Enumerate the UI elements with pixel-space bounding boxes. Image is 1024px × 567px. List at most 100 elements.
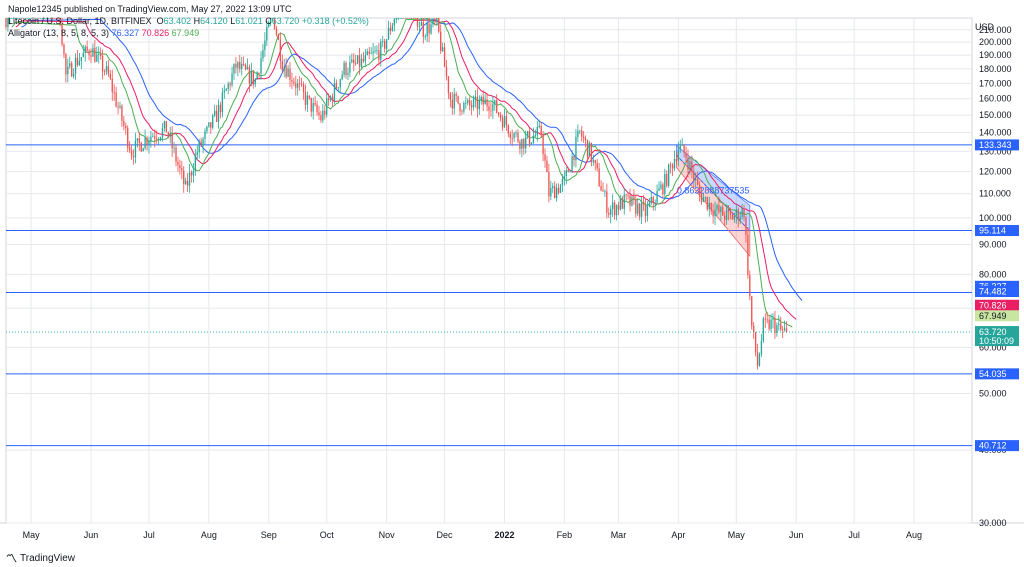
y-tick-label[interactable]: 170.000 (979, 78, 1012, 88)
candle-body (511, 137, 513, 139)
candle-body (662, 184, 664, 195)
x-tick-label[interactable]: Nov (379, 530, 396, 540)
y-tick-label[interactable]: 60.000 (979, 342, 1007, 352)
candle-body (45, 18, 48, 19)
candle-body (754, 332, 757, 353)
y-tick-label[interactable]: 200.000 (979, 37, 1012, 47)
candle-body (714, 209, 716, 217)
x-tick-label[interactable]: Jul (848, 530, 860, 540)
x-tick-label[interactable]: Sep (261, 530, 277, 540)
candle-body (53, 18, 55, 19)
candle-body (505, 116, 508, 126)
candle-body (335, 82, 338, 89)
last-price-tag: 63.720 (979, 327, 1007, 337)
published-text: Napole12345 published on TradingView.com… (8, 4, 292, 14)
candle-body (198, 141, 200, 153)
currency-label: USD (974, 22, 994, 32)
x-tick-label[interactable]: Aug (201, 530, 217, 540)
x-tick-label[interactable]: May (728, 530, 746, 540)
y-tick-label[interactable]: 90.000 (979, 240, 1007, 250)
candle-body (459, 103, 461, 112)
symbol-name[interactable]: Litecoin / U.S. Dollar, 1D, BITFINEX (8, 16, 152, 26)
x-tick-label[interactable]: Dec (437, 530, 454, 540)
candle-body (430, 24, 432, 34)
x-tick-label[interactable]: Feb (557, 530, 573, 540)
candle-body (426, 23, 428, 37)
x-tick-label[interactable]: Jun (84, 530, 99, 540)
y-tick-label[interactable]: 210.000 (979, 25, 1012, 35)
horizontal-levels[interactable] (6, 144, 972, 447)
candle-body (181, 168, 183, 171)
x-tick-label[interactable]: Jun (789, 530, 804, 540)
x-tick-label[interactable]: Jul (143, 530, 155, 540)
candle-body (613, 202, 616, 216)
candle-body (291, 80, 293, 82)
candle-body (619, 197, 622, 210)
candle-body (432, 18, 434, 25)
candle-body (289, 68, 291, 81)
x-tick-label[interactable]: Oct (320, 530, 335, 540)
open-value: 63.402 (163, 16, 192, 26)
symbol-line[interactable]: Litecoin / U.S. Dollar, 1D, BITFINEX O63… (8, 16, 369, 26)
candle-body (658, 188, 660, 192)
candle-body (700, 193, 703, 202)
candle-body (43, 18, 46, 19)
candle-body (347, 72, 349, 75)
y-tick-label[interactable]: 180.000 (979, 64, 1012, 74)
candle-body (414, 18, 417, 19)
indicator-name[interactable]: Alligator (13, 8, 5, 8, 5, 3) (8, 28, 110, 38)
candle-body (598, 168, 600, 187)
candle-body (704, 197, 707, 198)
candle-body (664, 173, 666, 195)
candle-body (785, 328, 788, 333)
alligator-jaw-line (21, 18, 803, 302)
candle-body (11, 18, 13, 19)
candle-body (295, 83, 297, 88)
candle-body (538, 125, 540, 128)
y-tick-label[interactable]: 130.000 (979, 146, 1012, 156)
y-tick-label[interactable]: 30.000 (979, 518, 1007, 528)
candle-body (99, 54, 102, 56)
y-tick-label[interactable]: 80.000 (979, 269, 1007, 279)
candle-body (536, 127, 538, 136)
candle-body (507, 125, 509, 134)
x-tick-label[interactable]: May (23, 530, 41, 540)
y-tick-label[interactable]: 190.000 (979, 50, 1012, 60)
candle-body (729, 211, 732, 215)
candle-body (768, 319, 770, 330)
candle-body (47, 18, 50, 19)
x-tick-label[interactable]: Apr (671, 530, 685, 540)
y-tick-label[interactable]: 50.000 (979, 389, 1007, 399)
candle-body (320, 115, 322, 121)
candle-body (532, 136, 535, 143)
indicator-line[interactable]: Alligator (13, 8, 5, 8, 5, 3) 76.327 70.… (8, 28, 199, 38)
candle-body (573, 156, 575, 161)
candle-body (391, 25, 394, 32)
candle-body (134, 140, 137, 158)
candle-body (61, 25, 63, 45)
x-tick-label[interactable]: 2022 (494, 530, 514, 540)
candle-body (279, 39, 282, 61)
y-tick-label[interactable]: 160.000 (979, 94, 1012, 104)
y-tick-label[interactable]: 140.000 (979, 128, 1012, 138)
candle-body (753, 325, 755, 333)
candle-body (329, 96, 332, 101)
x-tick-label[interactable]: Aug (906, 530, 922, 540)
candle-body (546, 160, 548, 173)
candle-body (32, 18, 34, 19)
y-tick-label[interactable]: 110.000 (979, 189, 1011, 199)
candle-body (125, 125, 127, 128)
candle-body (78, 60, 81, 65)
y-tick-label[interactable]: 120.000 (979, 167, 1012, 177)
y-tick-label[interactable]: 100.000 (979, 213, 1012, 223)
candle-body (121, 105, 123, 121)
tradingview-brand[interactable]: 〽 TradingView (6, 550, 75, 566)
candle-body (467, 100, 469, 103)
axes[interactable]: 30.00040.00050.00060.00070.00080.00090.0… (23, 25, 1012, 540)
y-tick-label[interactable]: 150.000 (979, 110, 1012, 120)
candle-body (271, 18, 274, 19)
low-value: 61.021 (235, 16, 263, 26)
x-tick-label[interactable]: Mar (611, 530, 627, 540)
candle-body (353, 59, 355, 64)
